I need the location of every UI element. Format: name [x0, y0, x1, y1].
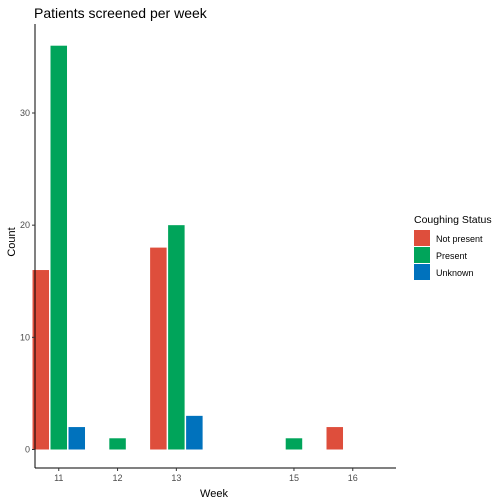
- legend-swatch: [414, 264, 430, 280]
- bar-unknown-week-11: [68, 427, 86, 450]
- y-axis-ticks: 0 10 20 30: [20, 108, 35, 455]
- bar-present-week-12: [109, 438, 126, 450]
- y-axis-title: Count: [6, 227, 18, 256]
- y-tick-label: 10: [20, 332, 30, 342]
- bar-present-week-11: [50, 45, 68, 450]
- plot-area: [32, 45, 344, 450]
- legend-label: Not present: [436, 234, 483, 244]
- x-axis-ticks: 11 12 13 15 16: [54, 468, 358, 483]
- bar-present-week-15: [285, 438, 303, 450]
- bar-not-present-week-16: [326, 427, 344, 450]
- x-tick-label: 12: [113, 473, 123, 483]
- x-axis-title: Week: [200, 488, 228, 500]
- bar-unknown-week-13: [186, 415, 203, 450]
- y-tick-label: 20: [20, 220, 30, 230]
- legend-swatch: [414, 247, 430, 263]
- x-tick-label: 15: [289, 473, 299, 483]
- legend-title: Coughing Status: [414, 214, 492, 226]
- legend: Coughing Status Not present Present Unknow…: [414, 214, 492, 280]
- bar-not-present-week-11: [32, 270, 50, 450]
- x-tick-label: 13: [171, 473, 181, 483]
- chart-title: Patients screened per week: [34, 5, 208, 21]
- bar-present-week-13: [168, 225, 185, 450]
- x-tick-label: 16: [348, 473, 358, 483]
- legend-label: Present: [436, 251, 468, 261]
- legend-swatch: [414, 230, 430, 246]
- legend-label: Unknown: [436, 268, 474, 278]
- bar-not-present-week-13: [150, 247, 167, 450]
- y-tick-label: 30: [20, 108, 30, 118]
- y-tick-label: 0: [25, 445, 30, 455]
- x-tick-label: 11: [54, 473, 63, 483]
